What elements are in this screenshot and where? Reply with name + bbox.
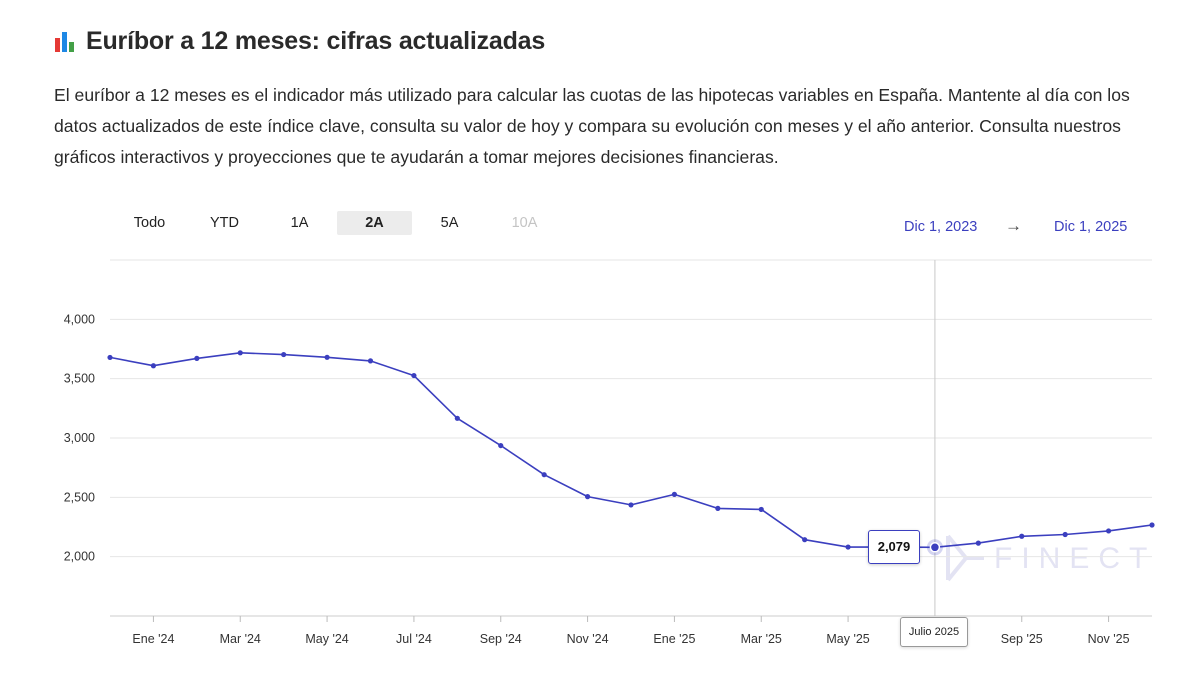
data-point bbox=[237, 350, 243, 356]
data-point bbox=[411, 372, 417, 379]
finect-logo-icon bbox=[946, 534, 984, 582]
x-tick-label: Nov '24 bbox=[567, 632, 609, 646]
data-point bbox=[454, 415, 460, 421]
data-point bbox=[194, 355, 200, 361]
highlight-point bbox=[929, 542, 941, 553]
data-point bbox=[715, 505, 721, 511]
y-tick-label: 4,000 bbox=[64, 312, 95, 326]
x-tick-label: Sep '25 bbox=[1001, 632, 1043, 646]
data-point bbox=[324, 354, 330, 360]
data-point bbox=[150, 363, 157, 369]
data-point bbox=[628, 502, 634, 508]
value-tooltip: 2,079 bbox=[868, 530, 920, 564]
bar-chart-icon bbox=[54, 30, 78, 54]
range-tab-ytd[interactable]: YTD bbox=[210, 215, 239, 231]
x-tick-label: Ene '24 bbox=[132, 632, 174, 646]
data-point bbox=[498, 442, 504, 449]
data-point bbox=[281, 351, 287, 358]
range-tab-todo[interactable]: Todo bbox=[133, 215, 166, 231]
x-tick-label: Mar '24 bbox=[220, 632, 261, 646]
data-point bbox=[758, 506, 764, 513]
y-tick-label: 3,500 bbox=[64, 372, 95, 386]
range-tab-1a[interactable]: 1A bbox=[290, 215, 309, 231]
y-tick-label: 2,000 bbox=[64, 550, 95, 564]
intro-paragraph: El euríbor a 12 meses es el indicador má… bbox=[54, 85, 1130, 167]
data-point bbox=[671, 491, 678, 497]
x-tick-label: Sep '24 bbox=[480, 632, 522, 646]
data-point bbox=[975, 540, 981, 546]
date-range-from[interactable]: Dic 1, 2023 bbox=[904, 219, 978, 235]
data-point bbox=[802, 537, 808, 543]
data-point bbox=[845, 544, 851, 550]
range-tab-10a: 10A bbox=[511, 215, 538, 231]
x-tick-label: May '24 bbox=[305, 632, 348, 646]
finect-watermark: FINECT bbox=[994, 542, 1157, 575]
data-point bbox=[1149, 522, 1155, 528]
x-tick-label: Mar '25 bbox=[741, 632, 782, 646]
x-tick-label: Ene '25 bbox=[653, 632, 695, 646]
range-tabs: Todo YTD 1A 2A 5A 10A bbox=[112, 211, 562, 235]
x-tick-label: Nov '25 bbox=[1088, 632, 1130, 646]
y-tick-label: 2,500 bbox=[64, 490, 95, 504]
data-point bbox=[1019, 533, 1025, 539]
data-point bbox=[541, 472, 547, 478]
range-tab-2a[interactable]: 2A bbox=[337, 211, 412, 235]
date-range-to[interactable]: Dic 1, 2025 bbox=[1054, 219, 1128, 235]
data-point bbox=[1105, 528, 1112, 534]
page-title: Euríbor a 12 meses: cifras actualizadas bbox=[54, 27, 545, 56]
x-tick-label: May '25 bbox=[826, 632, 869, 646]
date-range-arrow-icon: → bbox=[1005, 216, 1022, 235]
data-point bbox=[107, 354, 113, 361]
data-point bbox=[584, 494, 591, 500]
euribor-line-chart[interactable]: 2,000 2,500 3,000 3,500 4,000 Ene '24 Mar '24 M… bbox=[0, 240, 1200, 660]
series-line bbox=[109, 352, 1153, 549]
range-tab-5a[interactable]: 5A bbox=[440, 215, 459, 231]
data-point bbox=[1062, 531, 1068, 538]
date-tooltip: Julio 2025 bbox=[900, 617, 968, 647]
x-tick-label: Jul '24 bbox=[396, 632, 432, 646]
y-tick-label: 3,000 bbox=[64, 431, 95, 445]
data-point bbox=[367, 358, 374, 364]
page-title-text: Euríbor a 12 meses: cifras actualizadas bbox=[86, 27, 546, 55]
